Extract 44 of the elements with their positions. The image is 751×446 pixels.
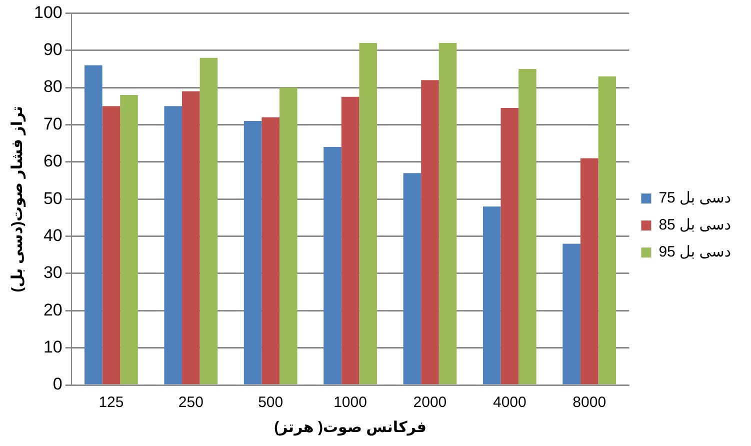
y-tick-label: 50 <box>43 188 62 208</box>
y-tick-label: 90 <box>43 40 62 60</box>
x-tick-label: 1000 <box>334 394 367 412</box>
bar <box>562 244 580 384</box>
y-tick-label: 80 <box>43 77 62 96</box>
bar <box>164 106 182 384</box>
bar <box>580 158 598 384</box>
bar <box>482 206 501 384</box>
bar <box>84 65 102 384</box>
bar <box>438 42 457 384</box>
bar <box>102 106 120 384</box>
y-tick-label: 20 <box>43 300 62 320</box>
bar <box>244 121 262 384</box>
y-tick-label: 10 <box>43 338 62 357</box>
bar <box>182 91 200 384</box>
x-axis-title: فرکانس صوت( هرتز) <box>274 419 426 436</box>
bar <box>421 80 439 384</box>
bar <box>324 147 342 384</box>
y-axis-title: تراز فشار صوت(دسی بل) <box>9 106 26 292</box>
bar <box>262 117 280 384</box>
bar <box>359 42 377 384</box>
y-tick-label: 0 <box>52 374 62 394</box>
y-tick-label: 60 <box>43 152 62 171</box>
legend-label: 75 دسی بل <box>658 190 732 207</box>
bar <box>279 88 298 384</box>
x-tick-label: 4000 <box>492 394 526 412</box>
x-tick-label: 500 <box>258 394 284 412</box>
bar <box>500 108 519 384</box>
legend-label: دسی بل 85 <box>658 216 732 234</box>
x-tick-label: 8000 <box>572 394 606 412</box>
y-tick-label: 30 <box>43 263 62 282</box>
x-tick-label: 250 <box>178 394 204 412</box>
bar <box>200 58 218 384</box>
bar <box>341 96 360 384</box>
legend-label: 95 دسی بل <box>658 244 732 261</box>
y-tick-label: 70 <box>43 114 62 134</box>
bar <box>403 173 422 384</box>
y-tick-label: 100 <box>34 2 62 22</box>
x-tick-label: 125 <box>98 394 124 412</box>
y-tick-label: 40 <box>43 226 62 245</box>
bar <box>598 76 616 384</box>
bar <box>120 94 138 384</box>
bar <box>518 68 536 384</box>
x-tick-label: 2000 <box>413 394 447 412</box>
